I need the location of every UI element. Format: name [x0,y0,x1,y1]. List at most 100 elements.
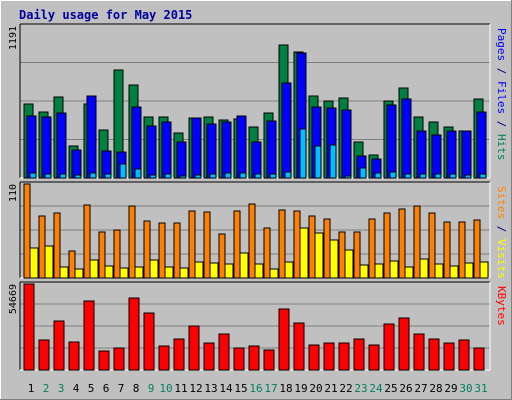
legend-entry: / [495,61,508,81]
bar-pages [44,173,52,179]
bar-sites [203,211,211,279]
chart-panel-1: 1191 Pages / Files / Hits [8,23,508,179]
bar-kbytes [98,350,110,371]
chart-panel-3: 54669 KBytes [8,281,508,371]
bar-files [146,125,157,179]
bar-sites [308,215,316,279]
x-tick-label: 2 [43,382,50,395]
bar-kbytes [293,322,305,371]
bar-kbytes [218,333,230,371]
bar-pages [464,174,472,179]
x-tick-label: 23 [354,382,367,395]
bar-pages [344,175,352,179]
x-tick-label: 9 [148,382,155,395]
bar-pages [404,173,412,179]
bar-sites [398,208,406,279]
bar-kbytes [38,339,50,371]
chart-panel-2: 110 Sites / Visits [8,181,508,279]
bar-pages [389,171,397,179]
bar-sites [53,212,61,279]
bar-kbytes [158,345,170,371]
bar-sites [473,219,481,279]
bar-pages [29,172,37,179]
bar-sites [353,231,361,279]
bar-sites [173,222,181,279]
x-tick-label: 21 [324,382,337,395]
x-tick-label: 8 [133,382,140,395]
bar-files [26,115,37,179]
bar-sites [368,218,376,279]
bar-kbytes [23,283,35,371]
y-max-label: 54669 [8,284,19,314]
x-axis-labels: 1 2 3 4 5 6 7 8 9 10 11 12 13 14 15 16 17 18 19 20 21 22 23 24 2… [28,382,488,395]
bar-files [176,141,187,179]
bar-pages [359,167,367,179]
x-tick-label: 25 [384,382,397,395]
bar-files [56,112,67,179]
bar-sites [68,250,76,279]
bar-sites [248,203,256,279]
bar-files [41,116,52,179]
bar-sites [413,205,421,279]
bar-files [281,82,292,179]
bar-pages [104,173,112,179]
x-tick-label: 4 [73,382,80,395]
bar-pages [149,174,157,179]
bar-files [221,121,232,179]
bar-kbytes [263,349,275,371]
bar-files [266,120,277,179]
x-tick-label: 18 [279,382,292,395]
bar-kbytes [413,333,425,371]
bar-kbytes [398,317,410,371]
bar-pages [479,173,487,179]
y-max-label: 1191 [8,26,19,50]
bar-pages [59,173,67,179]
bar-pages [224,172,232,179]
bar-kbytes [83,300,95,371]
bar-sites [158,222,166,279]
bar-sites [188,210,196,279]
bar-files [461,130,472,179]
bar-files [386,104,397,179]
bar-kbytes [278,308,290,371]
bar-pages [449,173,457,179]
legend-entry: Pages [495,28,508,61]
bar-files [236,115,247,179]
chart-title: Daily usage for May 2015 [19,8,192,22]
bar-sites [23,183,31,279]
bar-files [71,149,82,179]
bar-sites [38,215,46,279]
bar-files [251,141,262,179]
bar-files [131,106,142,179]
x-tick-label: 10 [159,382,172,395]
bar-pages [254,173,262,179]
bar-pages [89,172,97,179]
bar-kbytes [53,320,65,371]
x-tick-label: 7 [118,382,125,395]
series-legend: KBytes [495,286,508,326]
bar-sites [83,204,91,279]
bar-sites [143,220,151,279]
bar-kbytes [383,323,395,371]
bar-kbytes [233,347,245,371]
bar-sites [428,212,436,279]
bar-pages [209,173,217,179]
x-tick-label: 14 [219,382,233,395]
legend-entry: Files [495,81,508,114]
bar-pages [329,144,337,179]
bar-sites [263,227,271,279]
bar-kbytes [443,342,455,371]
bar-kbytes [323,342,335,371]
bar-sites [113,229,121,279]
bar-kbytes [188,325,200,371]
x-tick-label: 28 [429,382,442,395]
bar-pages [194,174,202,179]
bar-pages [179,175,187,179]
bar-sites [338,231,346,279]
bar-sites [383,212,391,279]
x-tick-label: 20 [309,382,322,395]
bar-files [191,117,202,179]
bar-pages [119,163,127,179]
bar-files [86,95,97,179]
x-tick-label: 1 [28,382,35,395]
